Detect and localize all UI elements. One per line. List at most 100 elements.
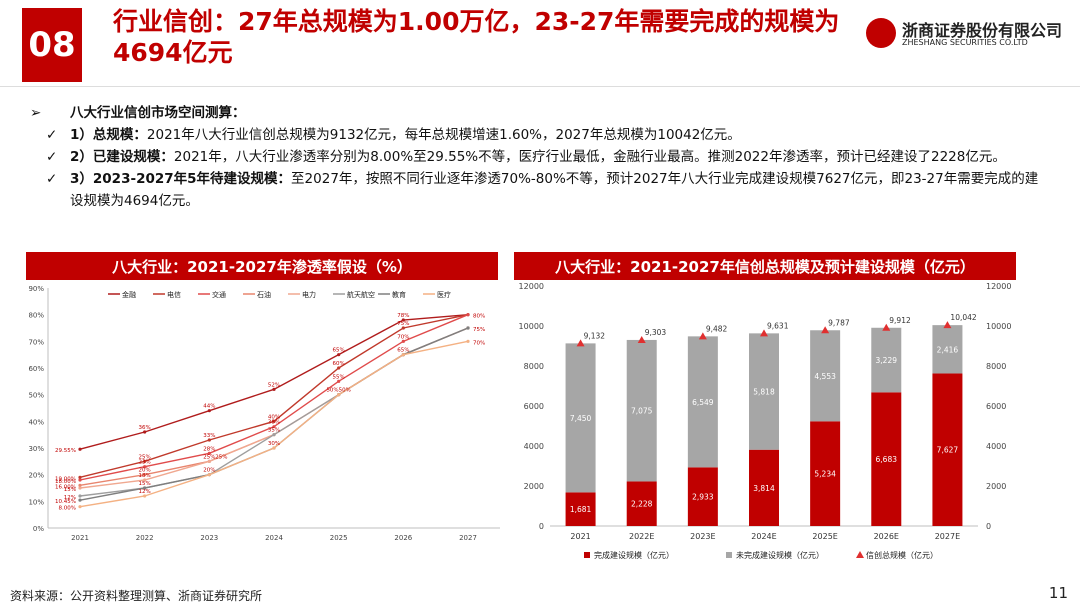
data-label: 18% [139, 473, 151, 479]
bar-remaining-label: 2,416 [937, 345, 959, 354]
y-tick-label-left: 0 [539, 522, 544, 531]
data-label: 70% [473, 340, 485, 346]
bar-chart-title: 八大行业：2021-2027年信创总规模及预计建设规模（亿元） [514, 252, 1016, 280]
x-tick-label: 2027E [935, 532, 960, 541]
bar-completed-label: 2,228 [631, 500, 653, 509]
legend-label: 完成建设规模（亿元） [594, 550, 674, 560]
y-tick-label: 0% [33, 525, 44, 533]
data-label: 12% [139, 489, 151, 495]
penetration-line-chart: 0% 10% 20% 30% 40% 50% 60% 70% 80% 90% 2021 2022 202… [28, 285, 500, 542]
data-label: 80% [473, 314, 485, 320]
y-tick-label: 30% [28, 445, 44, 453]
arrow-bullet-icon: ➢ [30, 105, 42, 121]
data-label: 25% [139, 454, 151, 460]
x-tick-label: 2023 [200, 534, 218, 542]
legend-label: 教育 [392, 290, 406, 299]
total-marker [760, 329, 768, 337]
total-label: 9,132 [584, 331, 606, 340]
total-label: 9,787 [828, 318, 850, 327]
series-point [401, 326, 405, 330]
bullet-text: 2021年，八大行业渗透率分别为8.00%至29.55%不等，医疗行业最低，金融… [173, 149, 1006, 165]
header-divider [0, 86, 1080, 87]
bar-remaining-label: 7,450 [570, 414, 592, 423]
series-point [337, 393, 341, 397]
bullet-item-total: ✓ 1）总规模：2021年八大行业信创总规模为9132亿元，每年总规模增速1.6… [30, 124, 1050, 146]
bar-remaining-label: 4,553 [814, 372, 836, 381]
data-label: 18.00% [55, 479, 76, 485]
bullet-list: ➢ 八大行业信创市场空间测算： ✓ 1）总规模：2021年八大行业信创总规模为9… [30, 102, 1050, 212]
bar-remaining [626, 339, 657, 482]
y-tick-label: 70% [28, 338, 44, 346]
bullet-text: 至2027年，按照不同行业逐年渗透70%-80%不等，预计2027年八大行业完成… [70, 171, 1039, 209]
data-label: 29.55% [55, 448, 76, 454]
data-label: 25% [215, 454, 227, 460]
total-marker [943, 321, 952, 329]
y-tick-label-left: 2000 [524, 482, 544, 491]
page-title: 行业信创：27年总规模为1.00万亿，23-27年需要完成的规模为4694亿元 [113, 7, 840, 67]
data-label: 38% [268, 420, 280, 426]
series-point [78, 447, 82, 451]
y-tick-label-right: 6000 [986, 402, 1006, 411]
check-bullet-icon: ✓ [46, 171, 58, 187]
series-point [272, 433, 276, 437]
series-point [466, 326, 470, 330]
total-label: 9,303 [645, 328, 667, 337]
bar-remaining [932, 325, 963, 374]
series-point [272, 425, 276, 429]
x-tick-label: 2026E [874, 532, 899, 541]
x-tick-label: 2022 [136, 534, 154, 542]
company-name-en: ZHESHANG SECURITIES CO.LTD [902, 38, 1028, 47]
legend-label: 石油 [257, 290, 271, 299]
series-point [207, 459, 211, 463]
series-point [143, 494, 147, 498]
legend-swatch [584, 552, 590, 558]
x-tick-label: 2024 [265, 534, 283, 542]
bar-completed [810, 421, 841, 526]
y-tick-label-right: 12000 [986, 282, 1011, 291]
bullet-label: 3）2023-2027年5年待建设规模： [70, 171, 292, 187]
x-tick-label: 2021 [71, 534, 89, 542]
y-tick-label-left: 6000 [524, 402, 544, 411]
legend-label: 电力 [302, 290, 316, 299]
legend-label: 医疗 [437, 290, 451, 299]
data-label: 50%50% [326, 388, 350, 394]
legend-label: 电信 [167, 290, 181, 299]
bar-remaining [687, 336, 718, 468]
data-label: 15% [139, 481, 151, 487]
legend-label: 金融 [122, 290, 136, 299]
bullet-text: 2021年八大行业信创总规模为9132亿元，每年总规模增速1.60%，2027年… [146, 127, 741, 143]
check-bullet-icon: ✓ [46, 127, 58, 143]
y-tick-label-left: 12000 [519, 282, 544, 291]
series-point [78, 483, 82, 487]
series-point [401, 339, 405, 343]
x-tick-label: 2025E [812, 532, 837, 541]
x-tick-label: 2027 [459, 534, 477, 542]
bar-remaining-label: 7,075 [631, 407, 653, 416]
bar-remaining-label: 6,549 [692, 398, 714, 407]
data-label: 78% [397, 313, 409, 319]
bar-completed-label: 7,627 [937, 446, 959, 455]
data-label: 20% [203, 468, 215, 474]
bar-completed [626, 481, 657, 526]
series-point [272, 387, 276, 391]
data-label: 75% [473, 327, 485, 333]
bullet-main-text: 八大行业信创市场空间测算： [70, 105, 246, 121]
data-label: 65% [397, 348, 409, 354]
y-tick-label: 20% [28, 472, 44, 480]
series-point [78, 486, 82, 490]
bar-remaining [749, 333, 779, 450]
series-point [143, 473, 147, 477]
series-point [143, 465, 147, 469]
bar-remaining [810, 330, 841, 422]
bar-completed-label: 2,933 [692, 493, 714, 502]
y-tick-label: 40% [28, 418, 44, 426]
total-marker [576, 339, 585, 347]
total-label: 10,042 [950, 313, 976, 322]
y-tick-label-left: 10000 [519, 322, 544, 331]
series-point [466, 313, 470, 317]
bar-remaining [565, 343, 596, 493]
data-label: 75% [397, 321, 409, 327]
data-label: 16.00% [55, 484, 76, 490]
series-point [143, 478, 147, 482]
series-point [78, 494, 82, 498]
